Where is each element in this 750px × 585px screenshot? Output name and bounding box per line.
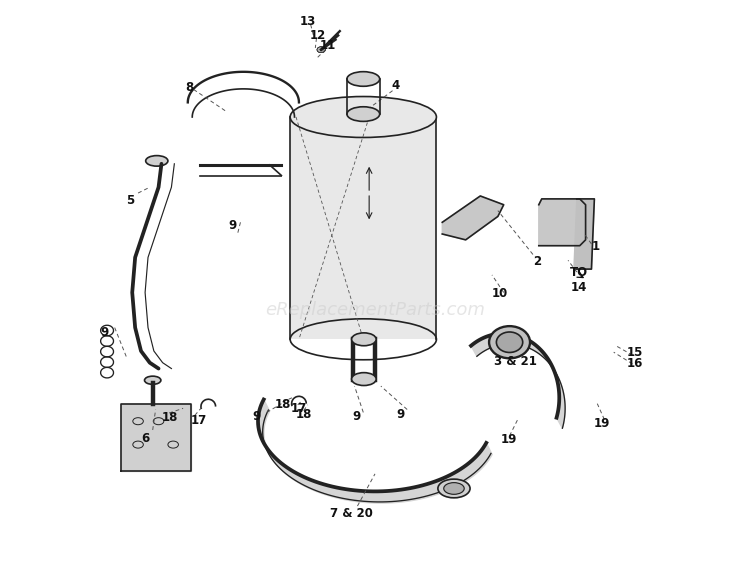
Text: 5: 5 xyxy=(126,194,134,207)
Text: 18: 18 xyxy=(296,408,312,421)
Ellipse shape xyxy=(444,483,464,494)
Text: 11: 11 xyxy=(320,39,336,52)
Text: 10: 10 xyxy=(491,287,508,300)
Ellipse shape xyxy=(317,47,326,53)
Text: 16: 16 xyxy=(627,357,644,370)
Text: 19: 19 xyxy=(500,433,517,446)
Ellipse shape xyxy=(347,72,380,87)
Text: 9: 9 xyxy=(352,410,361,423)
Polygon shape xyxy=(121,404,190,471)
Polygon shape xyxy=(258,400,492,503)
Text: 4: 4 xyxy=(392,80,400,92)
Text: 9: 9 xyxy=(100,326,108,339)
Text: TO: TO xyxy=(569,266,588,278)
Text: 19: 19 xyxy=(594,417,610,430)
Ellipse shape xyxy=(352,373,376,386)
Text: 9: 9 xyxy=(229,219,237,232)
Text: 6: 6 xyxy=(141,432,149,445)
Text: 3 & 21: 3 & 21 xyxy=(494,355,537,368)
Text: 17: 17 xyxy=(291,402,307,415)
Text: 9: 9 xyxy=(253,410,261,423)
Ellipse shape xyxy=(352,333,376,346)
Text: eReplacementParts.com: eReplacementParts.com xyxy=(265,301,485,319)
Ellipse shape xyxy=(317,47,326,53)
Text: 18: 18 xyxy=(274,398,291,411)
Text: 1: 1 xyxy=(592,240,600,253)
Text: 15: 15 xyxy=(627,346,644,359)
Ellipse shape xyxy=(347,106,380,122)
Text: 14: 14 xyxy=(571,281,586,294)
Polygon shape xyxy=(442,196,504,240)
Text: 7 & 20: 7 & 20 xyxy=(330,507,373,520)
Text: 18: 18 xyxy=(162,411,178,424)
Polygon shape xyxy=(574,199,594,269)
Ellipse shape xyxy=(317,47,326,53)
Ellipse shape xyxy=(146,156,168,166)
Bar xyxy=(290,117,436,339)
Text: 8: 8 xyxy=(185,81,194,94)
Ellipse shape xyxy=(290,97,436,137)
Ellipse shape xyxy=(145,376,161,384)
Polygon shape xyxy=(471,333,565,428)
Ellipse shape xyxy=(496,332,523,352)
Text: 17: 17 xyxy=(190,414,206,426)
Text: 12: 12 xyxy=(310,29,326,42)
Text: 9: 9 xyxy=(396,408,404,421)
Ellipse shape xyxy=(438,479,470,498)
Ellipse shape xyxy=(489,326,530,358)
Polygon shape xyxy=(538,199,586,246)
Text: 2: 2 xyxy=(533,255,542,268)
Text: 13: 13 xyxy=(300,15,316,28)
